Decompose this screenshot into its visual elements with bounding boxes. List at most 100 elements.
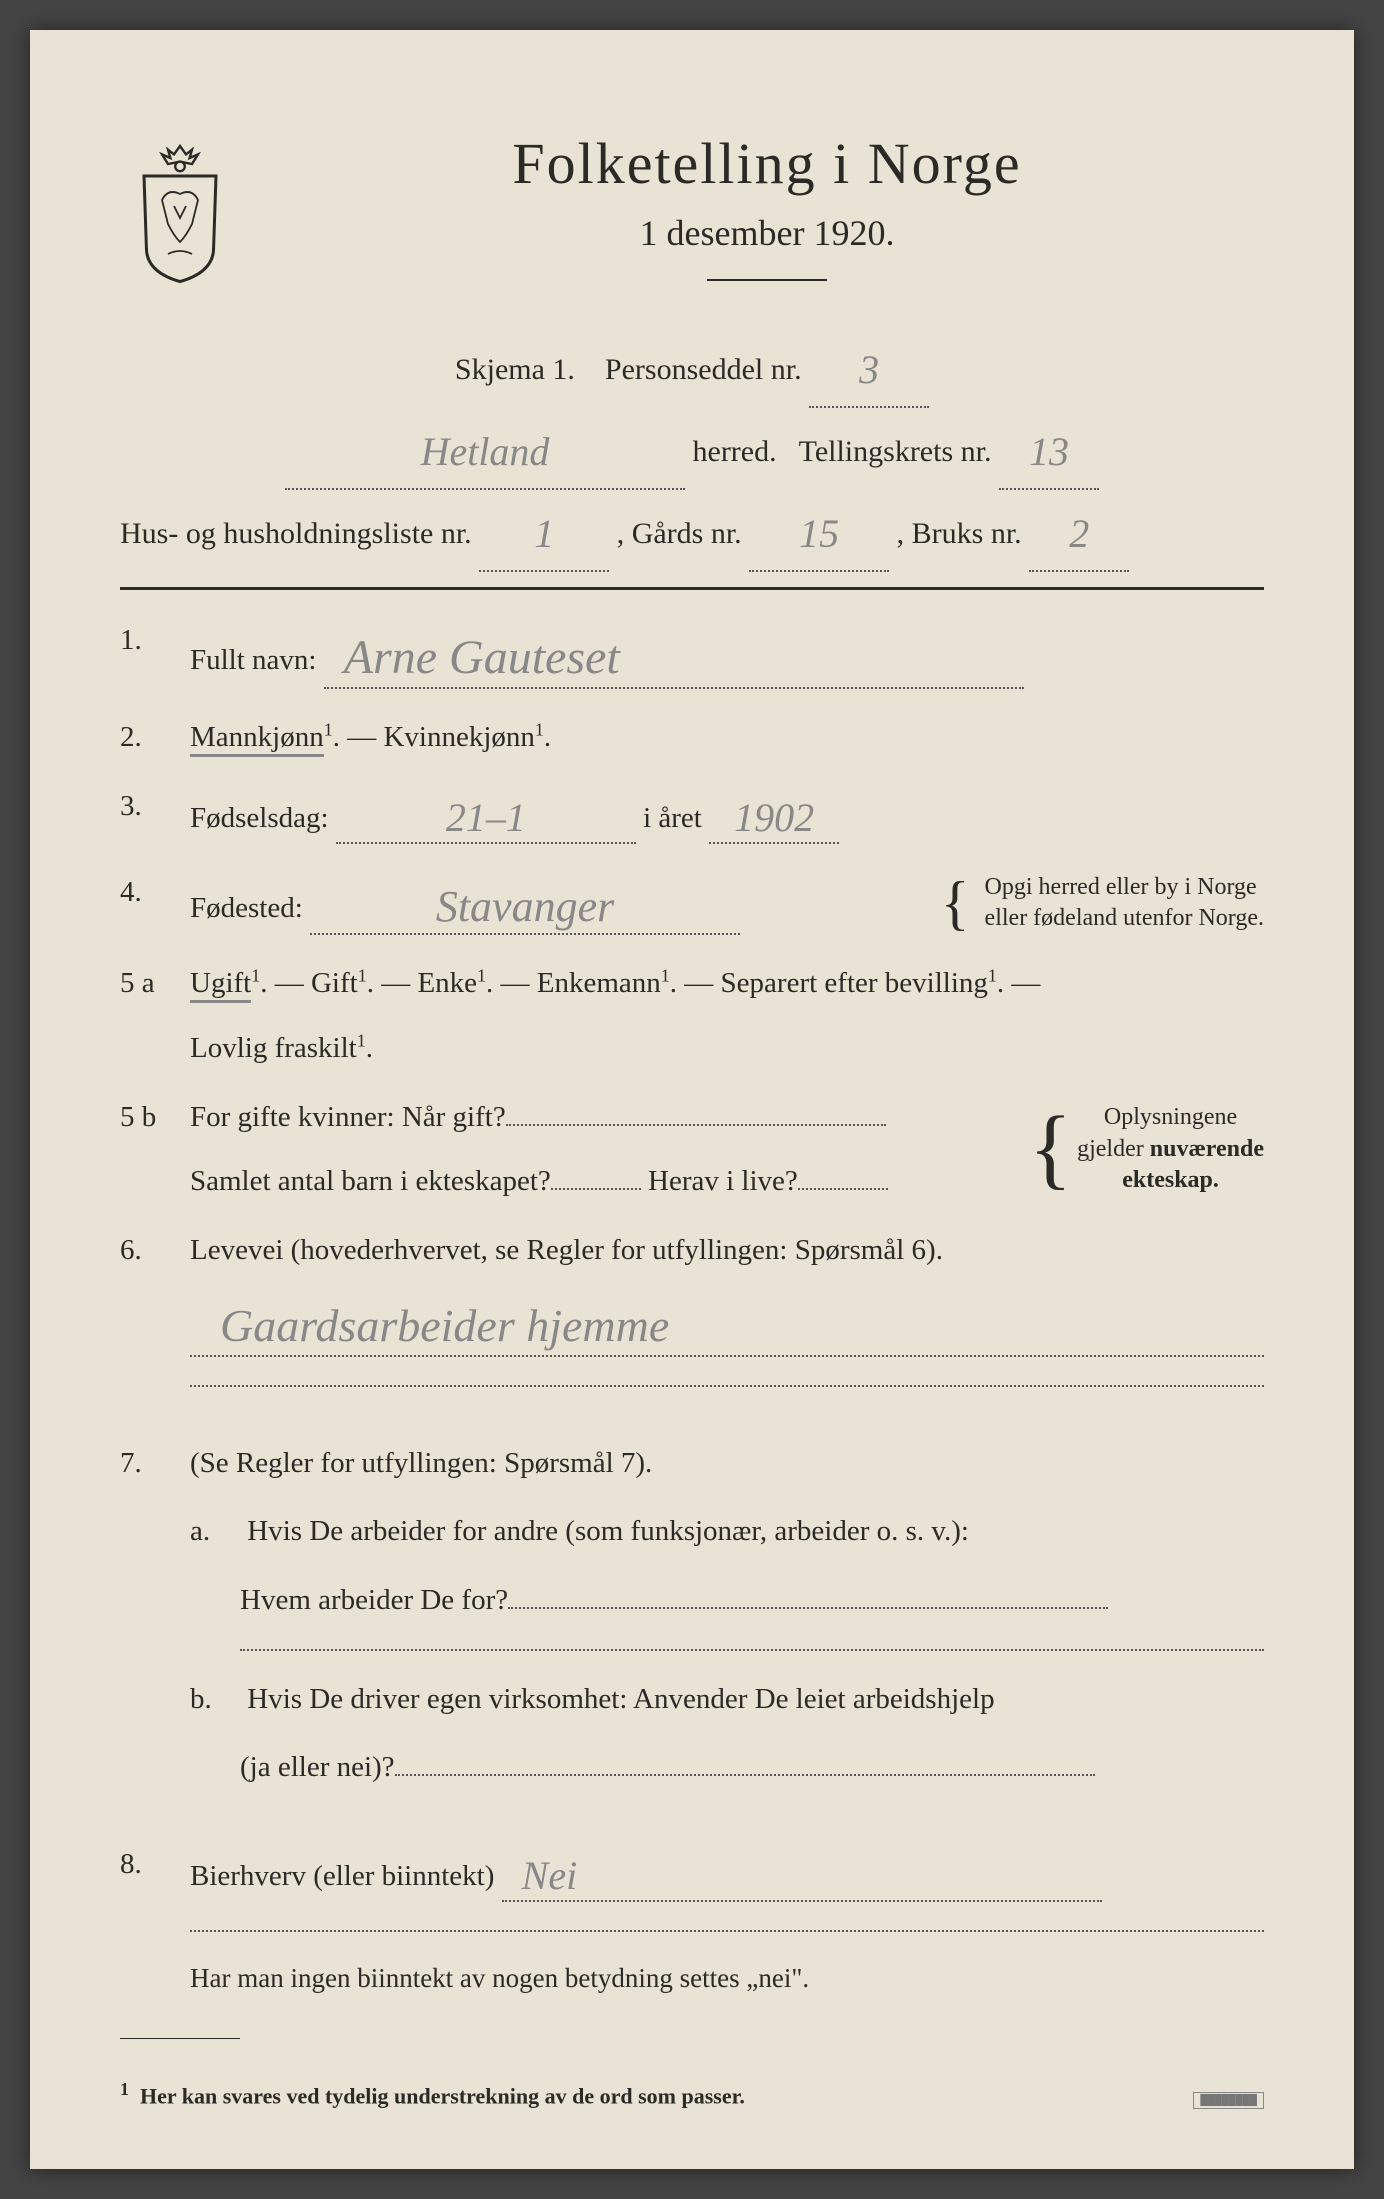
q5b-field2 bbox=[551, 1188, 641, 1190]
personseddel-nr: 3 bbox=[859, 347, 879, 392]
question-7: 7. (Se Regler for utfyllingen: Spørsmål … bbox=[120, 1443, 1264, 1816]
husliste-nr: 1 bbox=[534, 511, 554, 556]
tellingskrets-label: Tellingskrets nr. bbox=[799, 435, 992, 468]
q8-line2 bbox=[190, 1930, 1264, 1932]
q7-body: (Se Regler for utfyllingen: Spørsmål 7).… bbox=[190, 1443, 1264, 1816]
q5b-note2: gjelder nuværende bbox=[1077, 1136, 1264, 1162]
q7b-label2: (ja eller nei)? bbox=[240, 1751, 395, 1783]
main-title: Folketelling i Norge bbox=[270, 130, 1264, 197]
question-5a: 5 a Ugift1. — Gift1. — Enke1. — Enkemann… bbox=[120, 963, 1264, 1068]
tellingskrets-field: 13 bbox=[999, 408, 1099, 490]
q7a-field bbox=[508, 1607, 1108, 1609]
husliste-label: Hus- og husholdningsliste nr. bbox=[120, 517, 472, 550]
tellingskrets-nr: 13 bbox=[1029, 429, 1069, 474]
gards-field: 15 bbox=[749, 490, 889, 572]
q3-year-value: 1902 bbox=[734, 795, 814, 840]
q5b-note3: ekteskap. bbox=[1122, 1167, 1219, 1193]
q7-label: (Se Regler for utfyllingen: Spørsmål 7). bbox=[190, 1447, 652, 1479]
skjema-label: Skjema 1. bbox=[455, 353, 575, 386]
q5b-label3: Herav i live? bbox=[648, 1165, 798, 1197]
q7a-num: a. bbox=[190, 1511, 240, 1552]
herred-value: Hetland bbox=[421, 429, 550, 474]
q6-num: 6. bbox=[120, 1230, 190, 1271]
q8-num: 8. bbox=[120, 1844, 190, 1885]
q4-note1: Opgi herred eller by i Norge bbox=[985, 874, 1257, 900]
q5a-opt2: Gift bbox=[311, 967, 358, 999]
footnote-marker: 1 bbox=[120, 2079, 129, 2099]
q5a-num: 5 a bbox=[120, 963, 190, 1004]
q5a-opt5: Separert efter bevilling bbox=[721, 967, 988, 999]
q7a-line2 bbox=[240, 1649, 1264, 1651]
q6-line1: Gaardsarbeider hjemme bbox=[190, 1290, 1264, 1356]
q1-label: Fullt navn: bbox=[190, 644, 316, 676]
date-line: 1 desember 1920. bbox=[270, 212, 1264, 254]
q4-label: Fødested: bbox=[190, 892, 303, 924]
q5a-opt3: Enke bbox=[417, 967, 477, 999]
q1-value: Arne Gauteset bbox=[344, 631, 620, 684]
husliste-field: 1 bbox=[479, 490, 609, 572]
question-8: 8. Bierhverv (eller biinntekt) Nei Har m… bbox=[120, 1844, 1264, 1998]
q5a-body: Ugift1. — Gift1. — Enke1. — Enkemann1. —… bbox=[190, 963, 1264, 1068]
q8-label: Bierhverv (eller biinntekt) bbox=[190, 1860, 494, 1892]
q2-opt2: Kvinnekjønn bbox=[383, 721, 534, 753]
q8-body: Bierhverv (eller biinntekt) Nei Har man … bbox=[190, 1844, 1264, 1998]
questions-section: 1. Fullt navn: Arne Gauteset 2. Mannkjøn… bbox=[120, 620, 1264, 1998]
q6-body: Levevei (hovederhvervet, se Regler for u… bbox=[190, 1230, 1264, 1415]
q2-body: Mannkjønn1. — Kvinnekjønn1. bbox=[190, 717, 1264, 758]
q5a-opt6: Lovlig fraskilt bbox=[190, 1032, 357, 1064]
gards-nr: 15 bbox=[799, 511, 839, 556]
footnote: 1 Her kan svares ved tydelig understrekn… bbox=[120, 2079, 1264, 2109]
q5b-body: For gifte kvinner: Når gift? Samlet anta… bbox=[190, 1097, 1264, 1202]
question-4: 4. Fødested: Stavanger { Opgi herred ell… bbox=[120, 872, 1264, 936]
q7b-num: b. bbox=[190, 1679, 240, 1720]
herred-label: herred. bbox=[693, 435, 777, 468]
printer-stamp: ████████ bbox=[1193, 2092, 1264, 2109]
q5b-field3 bbox=[798, 1188, 888, 1190]
q3-label: Fødselsdag: bbox=[190, 802, 329, 834]
q8-field: Nei bbox=[502, 1844, 1102, 1902]
q3-body: Fødselsdag: 21–1 i året 1902 bbox=[190, 786, 1264, 844]
form-header: Folketelling i Norge 1 desember 1920. bbox=[120, 130, 1264, 306]
q3-day-field: 21–1 bbox=[336, 786, 636, 844]
meta-line-3: Hus- og husholdningsliste nr. 1 , Gårds … bbox=[120, 490, 1264, 572]
footnote-text: Her kan svares ved tydelig understreknin… bbox=[140, 2083, 745, 2108]
title-divider bbox=[707, 279, 827, 281]
bruks-field: 2 bbox=[1029, 490, 1129, 572]
q6-label: Levevei (hovederhvervet, se Regler for u… bbox=[190, 1234, 943, 1266]
q5b-num: 5 b bbox=[120, 1097, 190, 1138]
meta-line-1: Skjema 1. Personseddel nr. 3 bbox=[120, 326, 1264, 408]
q8-note: Har man ingen biinntekt av nogen betydni… bbox=[190, 1960, 1264, 1998]
q5b-note-brace: { Oplysningene gjelder nuværende ekteska… bbox=[1029, 1102, 1264, 1196]
q3-num: 3. bbox=[120, 786, 190, 827]
q7a: a. Hvis De arbeider for andre (som funks… bbox=[190, 1511, 1264, 1650]
q1-body: Fullt navn: Arne Gauteset bbox=[190, 620, 1264, 689]
q4-note2: eller fødeland utenfor Norge. bbox=[985, 905, 1264, 931]
question-6: 6. Levevei (hovederhvervet, se Regler fo… bbox=[120, 1230, 1264, 1415]
q4-note: Opgi herred eller by i Norge eller fødel… bbox=[985, 872, 1264, 934]
q2-opt1: Mannkjønn bbox=[190, 721, 324, 757]
coat-of-arms bbox=[120, 140, 240, 280]
q6-value: Gaardsarbeider hjemme bbox=[220, 1300, 669, 1351]
q4-num: 4. bbox=[120, 872, 190, 913]
meta-line-2: Hetland herred. Tellingskrets nr. 13 bbox=[120, 408, 1264, 490]
q7b: b. Hvis De driver egen virksomhet: Anven… bbox=[190, 1679, 1264, 1788]
q2-sup1: 1 bbox=[324, 720, 333, 740]
question-2: 2. Mannkjønn1. — Kvinnekjønn1. bbox=[120, 717, 1264, 758]
q6-line2 bbox=[190, 1385, 1264, 1387]
q8-value: Nei bbox=[522, 1853, 578, 1898]
question-3: 3. Fødselsdag: 21–1 i året 1902 bbox=[120, 786, 1264, 844]
personseddel-nr-field: 3 bbox=[809, 326, 929, 408]
title-block: Folketelling i Norge 1 desember 1920. bbox=[270, 130, 1264, 306]
q4-note-brace: { Opgi herred eller by i Norge eller fød… bbox=[941, 872, 1264, 934]
q5a-opt4: Enkemann bbox=[537, 967, 661, 999]
q5b-field1 bbox=[506, 1124, 886, 1126]
q3-year-label: i året bbox=[643, 802, 702, 834]
q5b-label1: For gifte kvinner: Når gift? bbox=[190, 1101, 506, 1133]
gards-label: , Gårds nr. bbox=[617, 517, 742, 550]
q1-field: Arne Gauteset bbox=[324, 620, 1024, 689]
q2-num: 2. bbox=[120, 717, 190, 758]
q4-body: Fødested: Stavanger { Opgi herred eller … bbox=[190, 872, 1264, 936]
q7a-label2: Hvem arbeider De for? bbox=[240, 1584, 508, 1616]
q7b-field bbox=[395, 1774, 1095, 1776]
bruks-nr: 2 bbox=[1069, 511, 1089, 556]
